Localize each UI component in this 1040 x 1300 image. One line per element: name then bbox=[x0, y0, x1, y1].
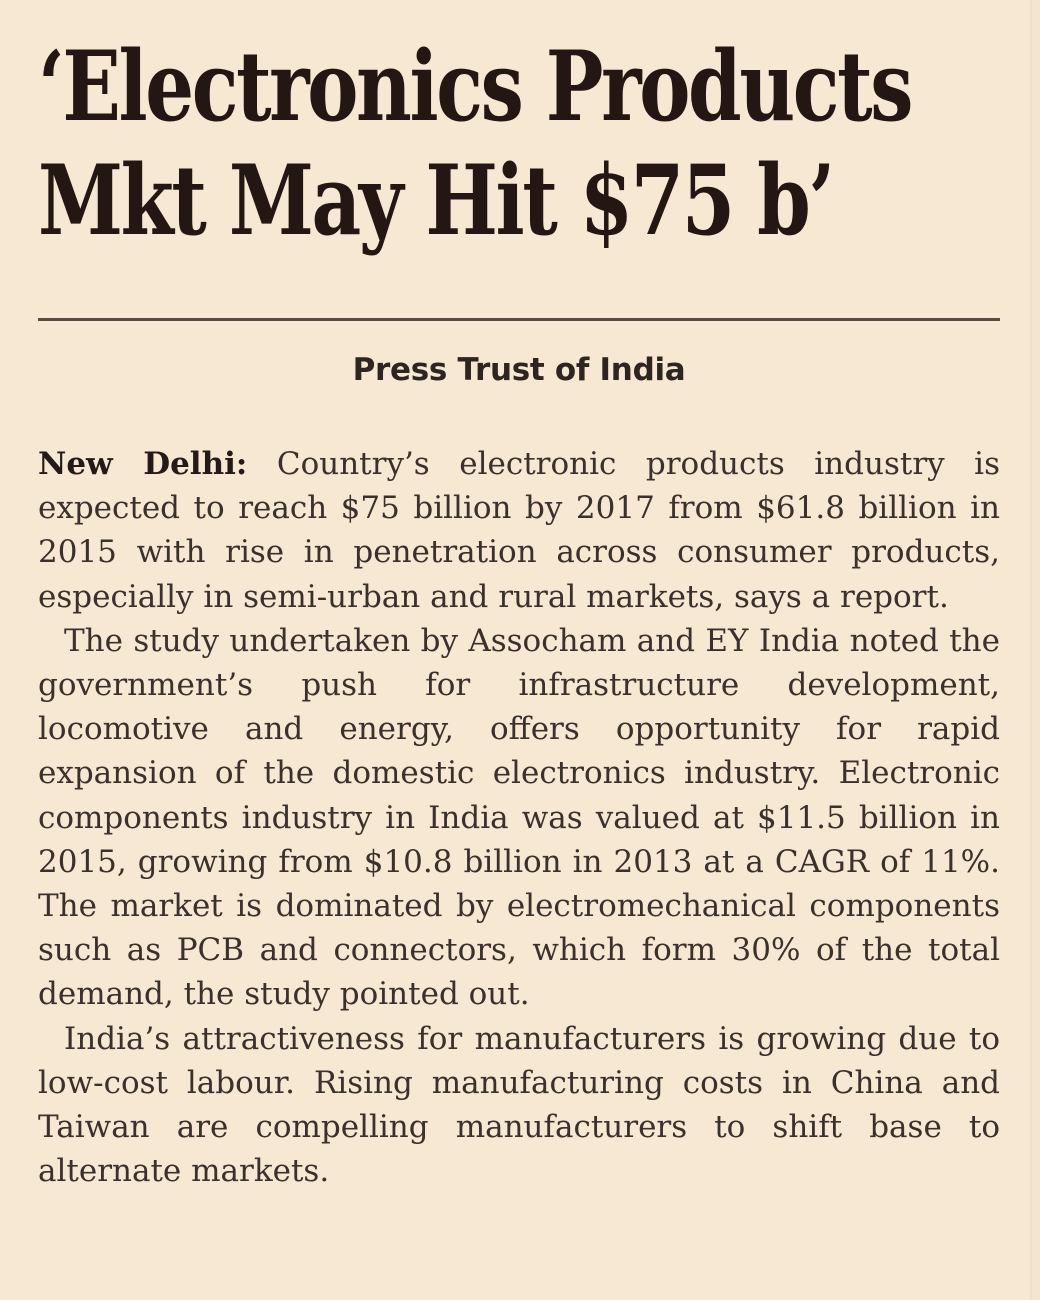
dateline: New Delhi: bbox=[38, 446, 248, 482]
article-paragraph-3: India’s attractiveness for manufacturers… bbox=[38, 1020, 1000, 1190]
paragraph-1-text: Country’s electronic products industry i… bbox=[38, 446, 1000, 615]
headline-divider bbox=[38, 318, 1000, 321]
headline: ‘Electronics Products Mkt May Hit $75 b’ bbox=[38, 30, 913, 258]
byline: Press Trust of India bbox=[352, 352, 686, 388]
headline-line-2: Mkt May Hit $75 b’ bbox=[38, 144, 835, 257]
article-paragraph-1: New Delhi: Country’s electronic products… bbox=[38, 442, 1000, 619]
article-paragraph-2: The study undertaken by Assocham and EY … bbox=[38, 622, 1000, 1013]
headline-line-1: ‘Electronics Products bbox=[38, 30, 913, 143]
article-body: New Delhi: Country’s electronic products… bbox=[38, 442, 1000, 1193]
